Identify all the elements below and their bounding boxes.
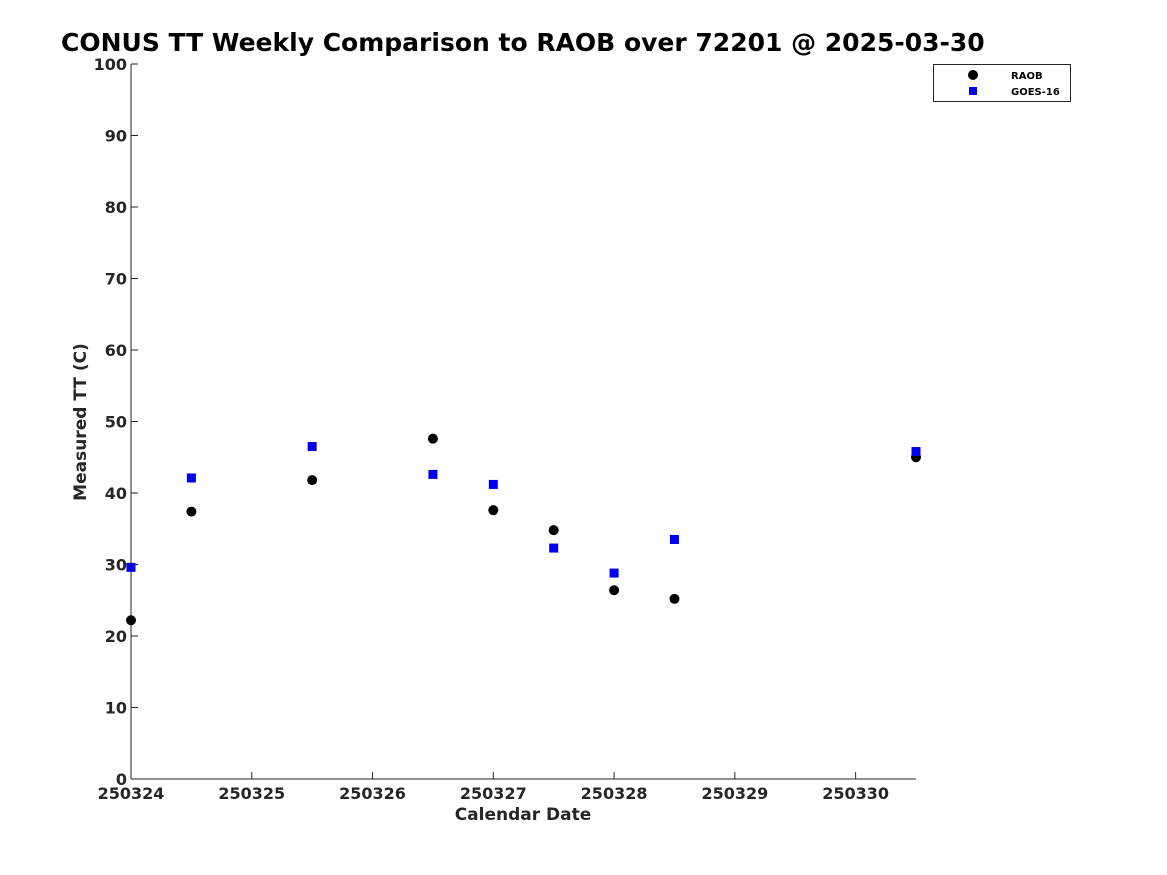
raob-point [488,505,499,516]
raob-point [609,585,620,596]
y-tick-label: 60 [105,341,127,360]
y-tick-label: 50 [105,413,127,432]
x-tick-label: 250327 [460,784,527,803]
x-tick-label: 250325 [218,784,285,803]
x-tick-label: 250328 [581,784,648,803]
y-axis-ticks: 0 10 20 30 40 50 60 70 80 90 100 [94,55,138,789]
axes [130,64,916,780]
goes-16-point [307,442,317,452]
legend-box [933,64,1071,102]
series-goes-16 [126,442,921,578]
y-tick-label: 100 [94,55,127,74]
series-raob [126,433,921,626]
raob-point [669,593,680,604]
goes-16-point [669,534,679,544]
goes-16-point [911,447,921,457]
x-axis-label: Calendar Date [455,805,592,825]
raob-point [427,433,438,444]
raob-point [548,525,559,536]
legend: RAOB GOES-16 [933,64,1071,102]
goes-16-point [549,543,559,553]
raob-point [126,615,136,626]
y-tick-label: 80 [105,198,127,217]
chart-title: CONUS TT Weekly Comparison to RAOB over … [61,28,985,57]
x-tick-label: 250329 [701,784,768,803]
y-tick-label: 30 [105,556,127,575]
x-axis-ticks: 250324 250325 250326 250327 250328 250329 2503… [98,772,889,803]
y-tick-label: 40 [105,484,127,503]
x-tick-label: 250330 [822,784,889,803]
goes-16-point [126,562,136,572]
x-tick-label: 250324 [98,784,165,803]
data-points [126,433,921,626]
goes-16-point [609,568,619,578]
x-tick-label: 250326 [339,784,406,803]
raob-point [186,506,197,517]
y-tick-label: 0 [116,770,127,789]
y-tick-label: 90 [105,127,127,146]
goes-16-point [488,479,498,489]
y-tick-label: 10 [105,699,127,718]
raob-point [307,475,318,486]
y-tick-label: 70 [105,270,127,289]
legend-square-icon [969,87,977,95]
y-tick-label: 20 [105,627,127,646]
goes-16-point [428,469,438,479]
goes-16-point [186,473,196,483]
y-axis-label: Measured TT (C) [71,343,91,501]
legend-label: GOES-16 [1011,87,1060,98]
legend-circle-icon [968,70,978,80]
legend-label: RAOB [1011,71,1043,82]
